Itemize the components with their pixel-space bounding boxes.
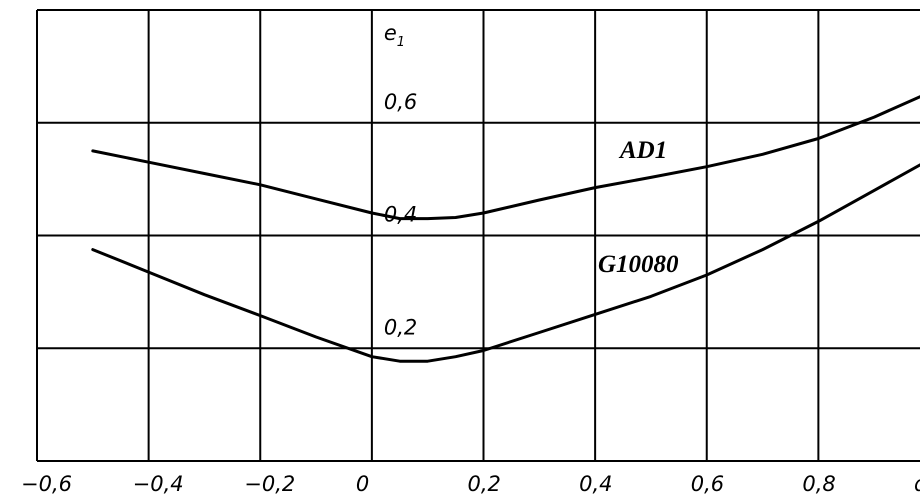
- y-tick-labels: 0,2 0,4 0,6 e1: [384, 21, 417, 339]
- x-tick-label: d: [914, 472, 920, 496]
- x-tick-labels: −0,6 −0,4 −0,2 0 0,2 0,4 0,6 0,8 d: [21, 472, 920, 496]
- y-tick-label: 0,6: [384, 90, 417, 114]
- x-tick-label: 0,4: [579, 472, 612, 496]
- x-tick-label: 0,2: [468, 472, 501, 496]
- y-tick-label: 0,2: [384, 315, 417, 339]
- x-tick-label: −0,2: [244, 472, 295, 496]
- x-tick-label: −0,6: [21, 472, 72, 496]
- series-curves: [91, 95, 920, 363]
- x-tick-label: 0,6: [691, 472, 724, 496]
- x-tick-label: 0: [356, 472, 369, 496]
- x-tick-label: −0,4: [133, 472, 184, 496]
- x-tick-label: 0,8: [802, 472, 835, 496]
- y-tick-label: e1: [384, 21, 405, 50]
- series-line-ad1: [91, 95, 920, 221]
- series-label-ad1: AD1: [618, 137, 667, 164]
- series-line-g10080: [91, 163, 920, 363]
- y-tick-label: 0,4: [384, 203, 417, 227]
- grid: [36, 9, 920, 462]
- series-label-g10080: G10080: [598, 251, 679, 278]
